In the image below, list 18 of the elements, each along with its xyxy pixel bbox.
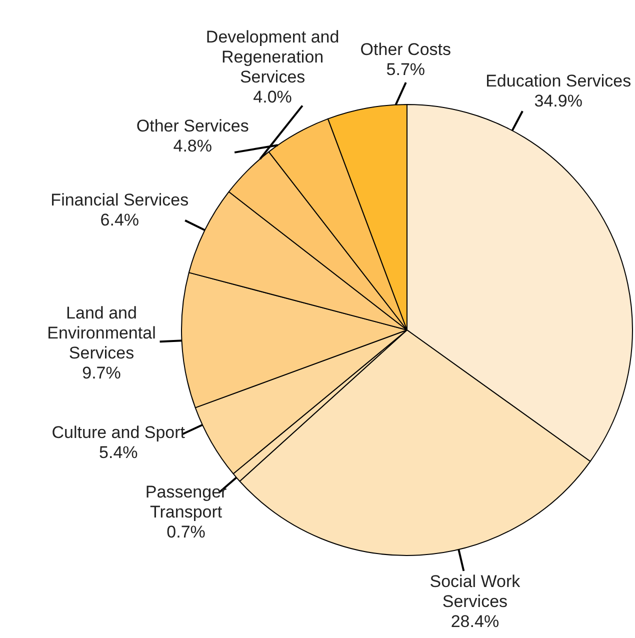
data-label: 6.4% xyxy=(100,210,140,230)
data-label: 0.7% xyxy=(166,522,206,542)
slice-label: Development and Regeneration Services xyxy=(206,27,340,86)
slice-label: Passenger Transport xyxy=(145,482,228,522)
slice-label: Other Services xyxy=(136,116,249,136)
slice-label: Financial Services xyxy=(50,190,189,210)
data-label: 9.7% xyxy=(82,363,121,382)
data-label: 4.8% xyxy=(173,136,212,156)
slice-label: Other Costs xyxy=(360,40,452,60)
data-label: 4.0% xyxy=(253,87,292,106)
data-label: 5.4% xyxy=(99,443,138,462)
data-label: 28.4% xyxy=(450,612,500,631)
slice-label: Education Services xyxy=(486,71,632,90)
slice-label: Social Work Services xyxy=(430,572,521,611)
slice-label: Land and Environmental Services xyxy=(47,303,156,362)
data-label: 5.7% xyxy=(386,60,426,80)
data-label: 34.9% xyxy=(534,91,582,110)
slice-label: Culture and Sport xyxy=(52,423,186,442)
